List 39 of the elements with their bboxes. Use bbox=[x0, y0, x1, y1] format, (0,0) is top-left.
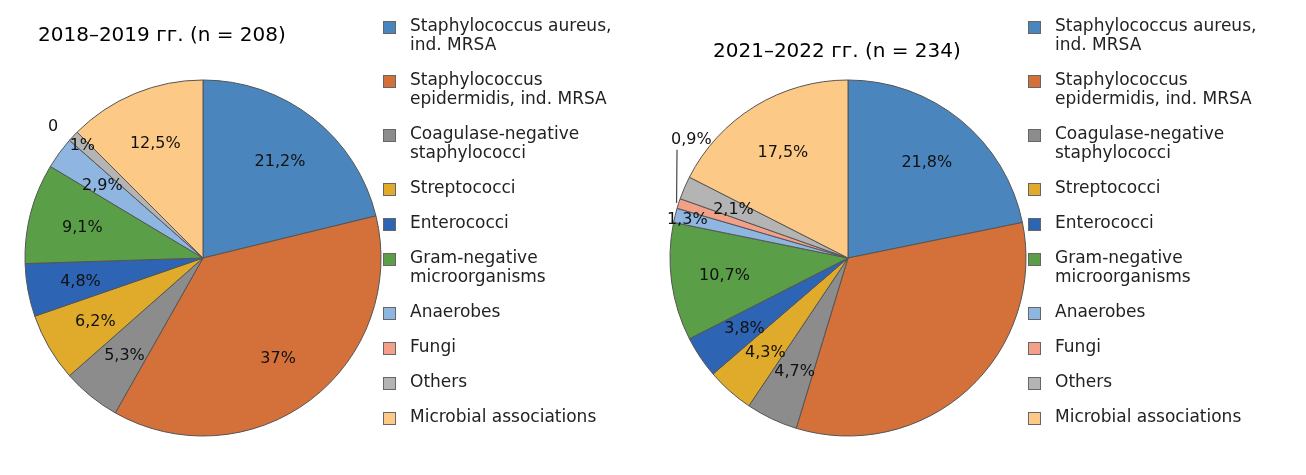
legend-label: Staphylococcus aureus, ind. MRSA bbox=[1055, 15, 1258, 54]
data-label: 2,1% bbox=[713, 199, 754, 219]
data-label: 0,9% bbox=[671, 128, 712, 148]
legend-label: Enterococci bbox=[1055, 212, 1155, 232]
legend-label: Microbial associations bbox=[1055, 406, 1243, 426]
legend-label: Streptococci bbox=[410, 177, 517, 197]
legend-label: Enterococci bbox=[410, 212, 510, 232]
data-label: 21,2% bbox=[254, 150, 306, 170]
data-label: 6,2% bbox=[75, 311, 116, 331]
legend-label: Others bbox=[1055, 371, 1114, 391]
legend-label: Staphylococcus epidermidis, ind. MRSA bbox=[1055, 69, 1253, 108]
data-label: 10,7% bbox=[699, 265, 750, 285]
data-label: 3,8% bbox=[724, 317, 765, 337]
data-label: 12,5% bbox=[129, 133, 181, 153]
legend-label: Gram-negative microorganisms bbox=[1055, 247, 1192, 286]
legend-label: Microbial associations bbox=[410, 406, 598, 426]
legend-label: Others bbox=[410, 371, 469, 391]
legend-label: Coagulase-negative staphylococci bbox=[1055, 123, 1226, 162]
text: 0 bbox=[47, 116, 59, 136]
data-label: 9,1% bbox=[62, 217, 103, 237]
legend-label: Fungi bbox=[1055, 336, 1102, 356]
data-label: 4,8% bbox=[60, 271, 101, 291]
text: 2021–2022 гг. (n = 234) bbox=[713, 38, 961, 62]
legend-label: Coagulase-negative staphylococci bbox=[410, 123, 581, 162]
legend-label: Streptococci bbox=[1055, 177, 1162, 197]
legend-label: Staphylococcus epidermidis, ind. MRSA bbox=[410, 69, 608, 108]
data-label: 1,3% bbox=[666, 208, 708, 228]
data-label: 37% bbox=[260, 347, 296, 367]
data-label: 4,7% bbox=[774, 361, 815, 381]
data-label: 5,3% bbox=[104, 345, 145, 365]
legend-label: Gram-negative microorganisms bbox=[410, 247, 547, 286]
data-label: 17,5% bbox=[757, 142, 809, 162]
data-label: 21,8% bbox=[901, 152, 953, 171]
legend-label: Staphylococcus aureus, ind. MRSA bbox=[410, 15, 613, 54]
legend-label: Anaerobes bbox=[1055, 301, 1147, 321]
legend-label: Fungi bbox=[410, 336, 457, 356]
legend-label: Anaerobes bbox=[410, 301, 502, 321]
data-label: 4,3% bbox=[744, 341, 786, 361]
chart-title: 2018–2019 гг. (n = 208) bbox=[38, 22, 286, 46]
